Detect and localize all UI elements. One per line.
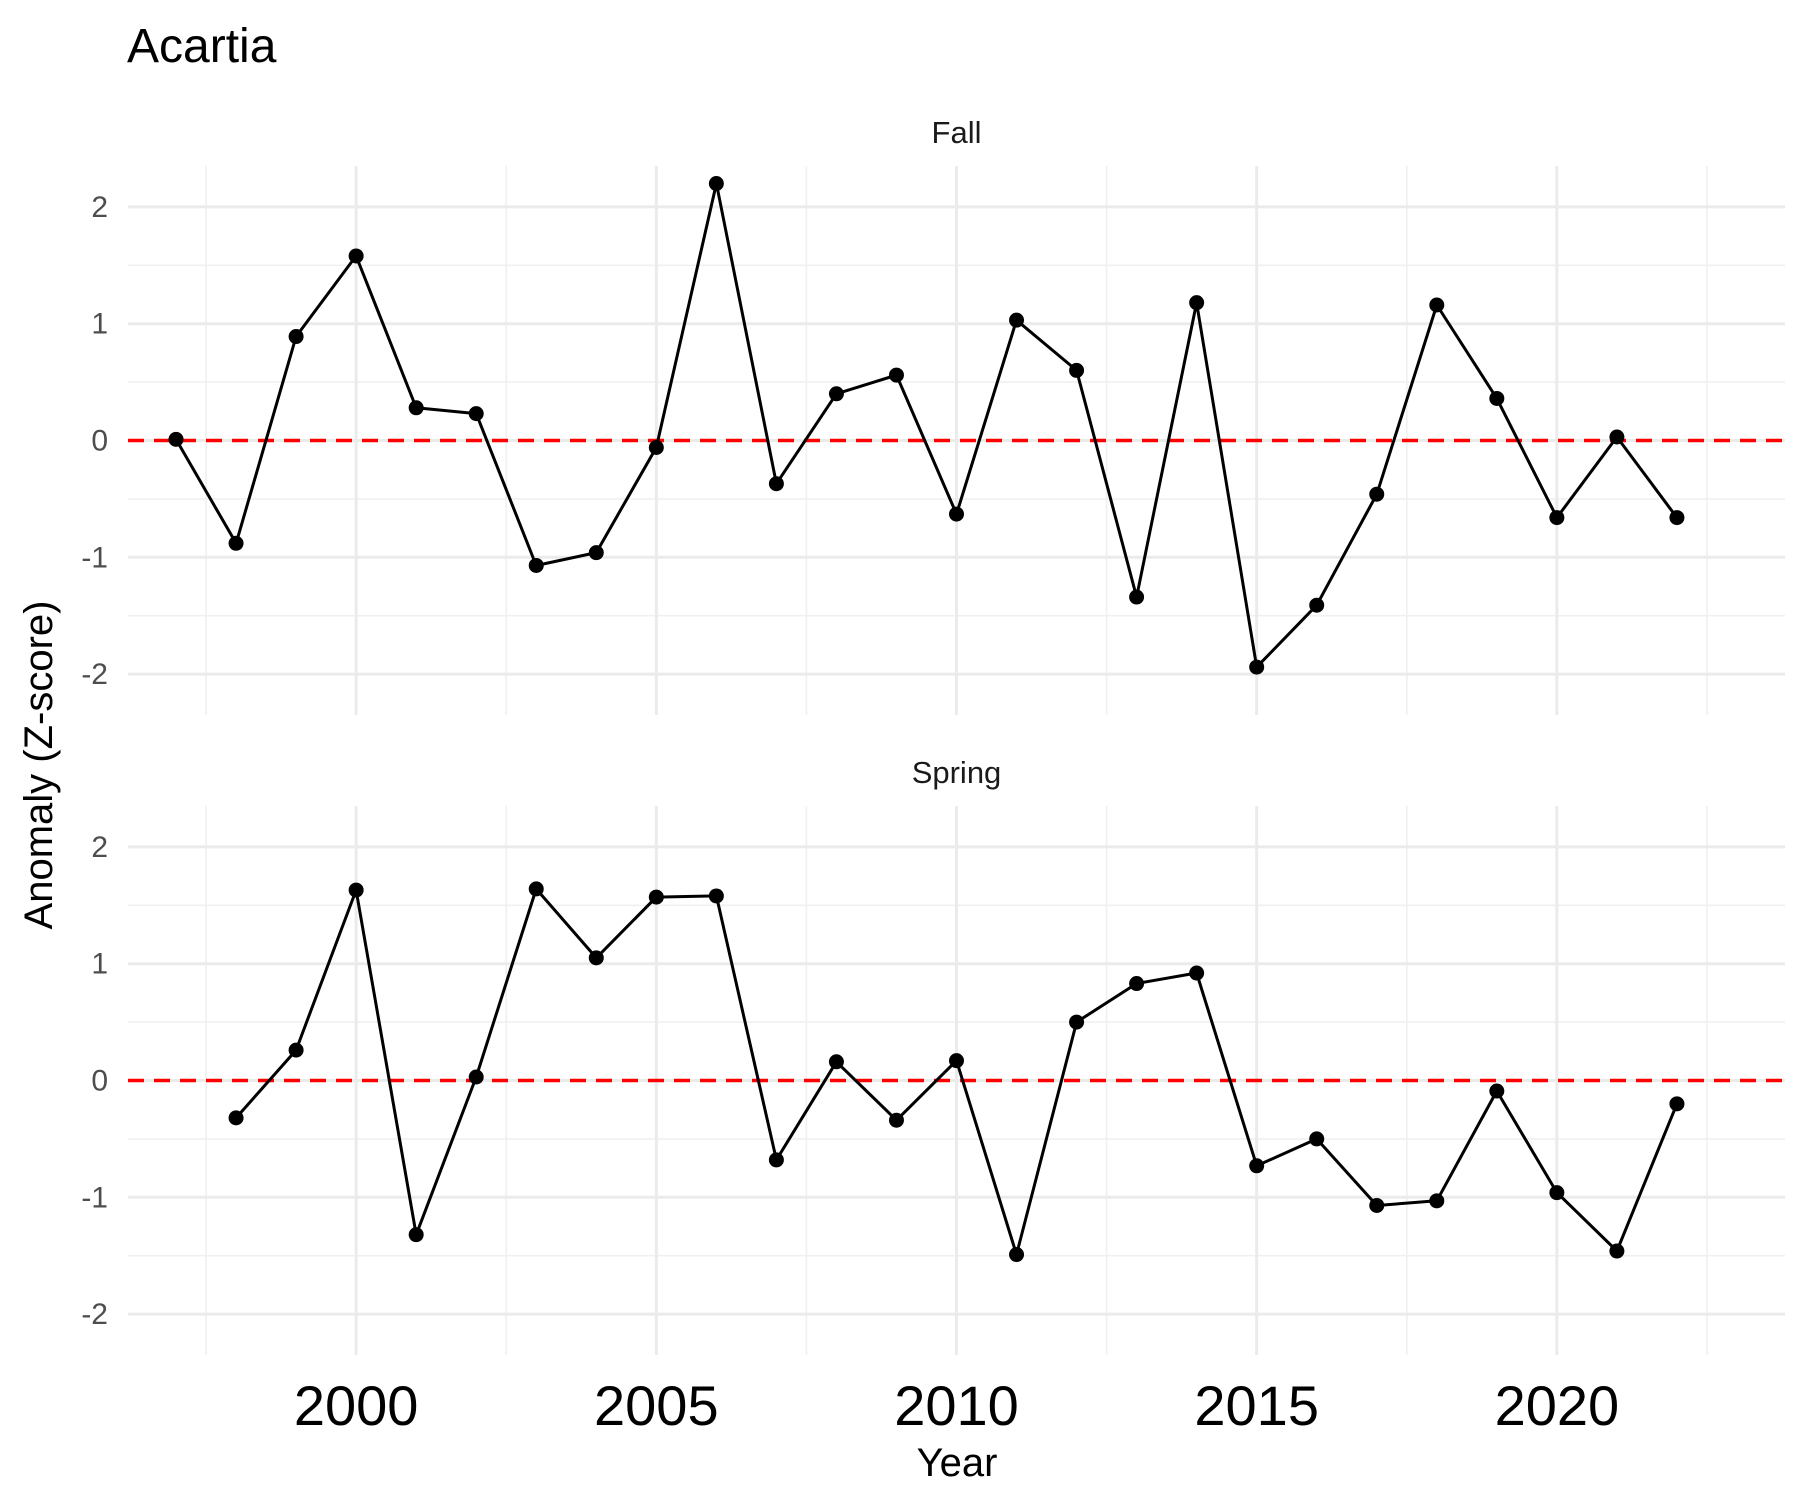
data-point bbox=[828, 1054, 844, 1070]
data-point bbox=[949, 1053, 964, 1069]
data-point bbox=[288, 329, 304, 345]
data-point bbox=[408, 1227, 424, 1243]
y-tick-label: 0 bbox=[91, 1065, 108, 1098]
facet-label: Fall bbox=[932, 115, 982, 150]
data-point bbox=[468, 1069, 484, 1085]
y-axis-title: Anomaly (Z-score) bbox=[17, 601, 61, 930]
data-point bbox=[1609, 429, 1625, 445]
data-point bbox=[1489, 1083, 1505, 1099]
y-tick-label: 0 bbox=[91, 425, 108, 458]
series-line bbox=[174, 182, 1679, 669]
data-point bbox=[1189, 965, 1205, 981]
x-tick-label: 2000 bbox=[294, 1374, 419, 1437]
data-point bbox=[168, 431, 184, 447]
y-tick-label: 1 bbox=[91, 308, 108, 341]
data-point bbox=[1489, 390, 1505, 406]
data-point bbox=[648, 889, 664, 905]
data-point bbox=[648, 440, 664, 456]
data-point bbox=[1009, 312, 1025, 328]
data-point bbox=[1669, 510, 1685, 526]
y-tick-label: -1 bbox=[81, 1181, 108, 1214]
x-axis-title: Year bbox=[917, 1441, 998, 1485]
data-point bbox=[348, 882, 364, 898]
y-tick-label: -2 bbox=[81, 658, 108, 691]
data-point bbox=[1129, 976, 1145, 992]
data-point bbox=[1309, 597, 1325, 613]
data-point bbox=[1129, 589, 1145, 605]
data-point bbox=[588, 950, 604, 966]
data-point bbox=[528, 881, 544, 897]
data-point bbox=[1069, 1014, 1085, 1030]
panel-fall: Fall -2 -1 0 1 2 bbox=[81, 115, 1785, 715]
data-point bbox=[949, 506, 964, 522]
data-point bbox=[1249, 659, 1265, 675]
data-point bbox=[1429, 297, 1445, 313]
data-point bbox=[1009, 1247, 1025, 1263]
x-tick-label: 2005 bbox=[594, 1374, 719, 1437]
panel-spring: Spring -2 -1 0 1 2 bbox=[81, 755, 1785, 1355]
data-point bbox=[1309, 1131, 1325, 1147]
x-tick-label: 2015 bbox=[1194, 1374, 1319, 1437]
data-point bbox=[708, 176, 724, 192]
y-tick-label: 1 bbox=[91, 948, 108, 981]
facet-label: Spring bbox=[912, 755, 1002, 790]
data-point bbox=[468, 406, 484, 422]
data-point bbox=[1069, 362, 1085, 378]
data-point bbox=[348, 248, 364, 264]
y-tick-label: 2 bbox=[91, 191, 108, 224]
data-point bbox=[1549, 1185, 1565, 1201]
data-point bbox=[1669, 1096, 1685, 1112]
data-point bbox=[708, 888, 724, 904]
data-point bbox=[1609, 1243, 1625, 1259]
x-tick-label: 2010 bbox=[894, 1374, 1019, 1437]
data-point bbox=[1249, 1158, 1265, 1174]
data-point bbox=[1189, 295, 1205, 311]
data-point bbox=[888, 367, 904, 383]
data-point bbox=[828, 386, 844, 402]
data-point bbox=[228, 1110, 244, 1126]
y-tick-label: -1 bbox=[81, 541, 108, 574]
y-tick-label: 2 bbox=[91, 831, 108, 864]
data-point bbox=[768, 476, 784, 492]
data-point bbox=[1369, 486, 1385, 502]
y-tick-label: -2 bbox=[81, 1298, 108, 1331]
data-point bbox=[528, 557, 544, 573]
x-tick-label: 2020 bbox=[1495, 1374, 1620, 1437]
data-point bbox=[408, 400, 424, 416]
data-point bbox=[228, 535, 244, 551]
x-axis: 2000 2005 2010 2015 2020 bbox=[294, 1374, 1619, 1437]
chart-title: Acartia bbox=[127, 20, 277, 73]
data-point bbox=[888, 1112, 904, 1128]
data-point bbox=[1369, 1197, 1385, 1213]
data-point bbox=[1429, 1193, 1445, 1209]
data-point bbox=[288, 1042, 304, 1058]
data-point bbox=[588, 545, 604, 561]
data-point bbox=[768, 1152, 784, 1168]
data-point bbox=[1549, 510, 1565, 526]
